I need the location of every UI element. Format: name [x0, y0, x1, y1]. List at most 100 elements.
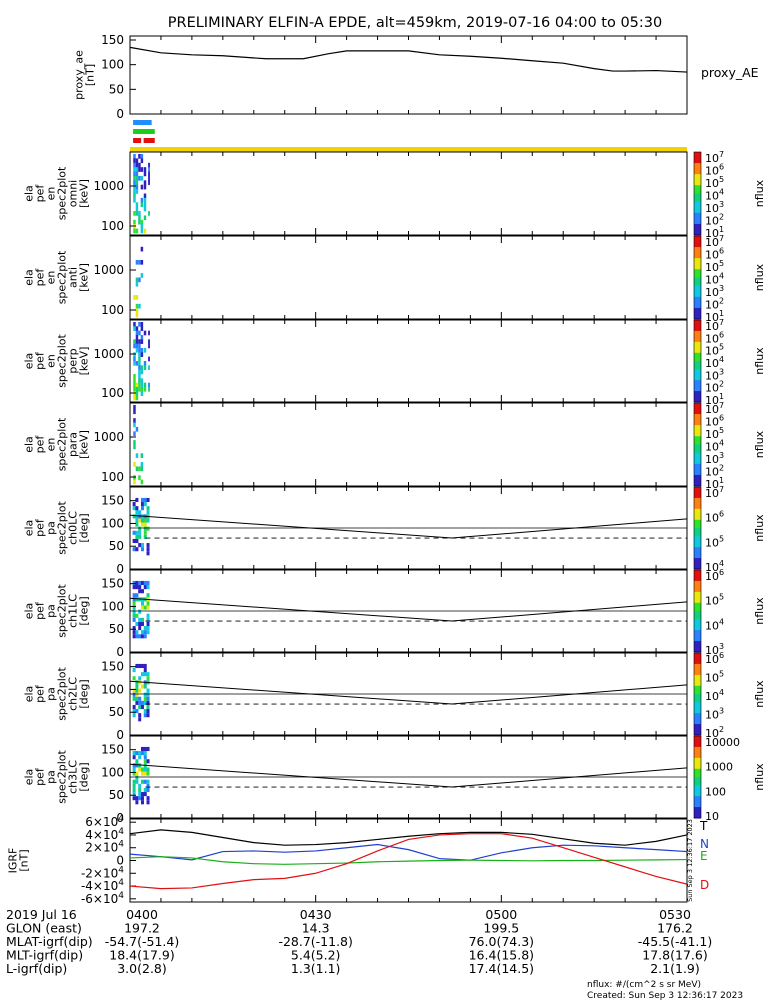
colorbar-cell	[694, 341, 701, 346]
y-axis-label-line: ela	[23, 769, 36, 786]
loss-cone-solid-line	[129, 597, 688, 622]
colorbar-cell	[694, 207, 701, 211]
colorbar-tick-label: 101	[705, 309, 724, 324]
heatmap-cell	[132, 779, 136, 784]
colorbar-cell	[694, 374, 701, 378]
heatmap-cell	[143, 787, 147, 793]
footer-value: -54.7(-51.4)	[105, 934, 179, 949]
panel-frame	[129, 35, 688, 115]
panel-frame	[129, 151, 688, 236]
colorbar-cell	[694, 361, 701, 365]
y-axis-label-line: anti	[67, 267, 80, 288]
heatmap-cell	[132, 634, 136, 639]
y-axis-label-line: [deg]	[78, 762, 91, 791]
heatmap-cell	[140, 796, 144, 801]
created-note: Created: Sun Sep 3 12:36:17 2023	[587, 991, 743, 1000]
colorbar-cell	[694, 580, 701, 585]
panel-spec-anti: 1000100elapefenspec2plotanti[keV]1071061…	[23, 234, 767, 324]
footer-value: 0500	[485, 907, 517, 922]
colorbar-cell	[694, 608, 701, 612]
heatmap-cell	[133, 219, 136, 225]
colorbar-cell	[694, 438, 701, 443]
y-tick-label: 100	[101, 303, 124, 317]
heatmap-cell	[140, 154, 144, 159]
heatmap-cell	[138, 361, 141, 366]
colorbar-cell	[694, 635, 701, 639]
heatmap-cell	[135, 453, 139, 458]
heatmap-cell	[135, 308, 139, 313]
heatmap-cell	[135, 634, 139, 639]
heatmap-cell	[138, 339, 141, 344]
colorbar-cell	[694, 503, 701, 507]
heatmap-cell	[140, 547, 144, 552]
y-tick-label: 100	[101, 765, 124, 779]
heatmap-cell	[138, 526, 142, 531]
colorbar-cell	[694, 388, 701, 392]
colorbar-cell	[694, 244, 701, 248]
heatmap-cell	[143, 779, 147, 784]
colorbar-cell	[694, 605, 701, 609]
heatmap-cell	[143, 696, 147, 701]
heatmap-cell	[138, 688, 142, 693]
colorbar-tick-label: 101	[705, 225, 724, 240]
colorbar-cell	[694, 152, 701, 156]
colorbar-tick-label: 102	[705, 725, 724, 740]
colorbar-cell	[694, 760, 701, 764]
heatmap-cell	[138, 796, 142, 801]
colorbar-tick-label: 105	[705, 670, 724, 685]
colorbar-cell	[694, 555, 701, 559]
heatmap-cell	[140, 522, 144, 527]
colorbar-cell	[694, 347, 701, 351]
heatmap-cell	[135, 335, 139, 340]
heatmap-cell	[148, 330, 150, 336]
footer-row-label: MLAT-igrf(dip)	[6, 934, 93, 949]
footer-value: 17.4(14.5)	[469, 961, 534, 976]
y-axis-label-line: pef	[34, 351, 47, 370]
heatmap-cell	[133, 440, 136, 445]
colorbar-cell	[694, 578, 701, 582]
heatmap-cell	[132, 593, 136, 598]
panel-spec-para: 1000100elapefenspec2plotpara[keV]1071061…	[23, 401, 767, 491]
heatmap-cell	[140, 391, 144, 396]
colorbar-cell	[694, 204, 701, 208]
y-tick-label: 150	[101, 743, 124, 757]
y-axis-label-line: [nT]	[84, 64, 97, 86]
heatmap-cell	[133, 228, 136, 234]
y-tick-label: 100	[101, 682, 124, 696]
colorbar-tick-label: 1000	[705, 761, 733, 774]
heatmap-cell	[135, 171, 139, 177]
heatmap-cell	[135, 621, 139, 627]
colorbar-cell	[694, 371, 701, 376]
colorbar-cell	[694, 721, 701, 725]
heatmap-cell	[133, 422, 136, 428]
heatmap-cell	[133, 322, 136, 327]
heatmap-cell	[133, 418, 136, 423]
heatmap-cell	[143, 792, 147, 797]
heatmap-cell	[143, 767, 147, 772]
heatmap-cell	[140, 580, 144, 586]
heatmap-cell	[143, 709, 147, 714]
plot-title: PRELIMINARY ELFIN-A EPDE, alt=459km, 201…	[168, 15, 663, 31]
colorbar-cell	[694, 741, 701, 745]
colorbar-cell	[694, 611, 701, 615]
heatmap-cell	[132, 502, 136, 507]
colorbar-cell	[694, 249, 701, 254]
heatmap-cell	[146, 688, 150, 693]
heatmap-cell	[146, 759, 150, 764]
colorbar-cell	[694, 793, 701, 797]
colorbar-cell	[694, 399, 701, 403]
heatmap-cell	[143, 692, 147, 697]
colorbar-label: nflux	[753, 347, 766, 375]
colorbar-frame	[693, 569, 702, 653]
heatmap-cell	[143, 171, 147, 177]
colorbar-tick-label: 100	[705, 785, 726, 798]
heatmap-cell	[140, 466, 144, 472]
colorbar-cell	[694, 316, 701, 320]
colorbar-tick-label: 106	[705, 568, 724, 583]
colorbar-cell	[694, 285, 701, 290]
colorbar-cell	[694, 266, 701, 270]
heatmap-cell	[135, 684, 139, 689]
